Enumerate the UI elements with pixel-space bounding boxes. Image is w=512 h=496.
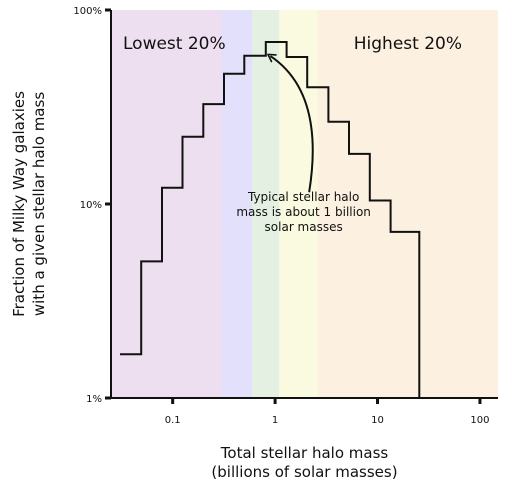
y-tick-label: 100% [73, 6, 102, 17]
band-2 [221, 10, 253, 398]
annotation-line-1: Typical stellar halo [247, 190, 359, 204]
x-axis-label-line-2: (billions of solar masses) [211, 463, 397, 481]
band-3 [252, 10, 280, 398]
y-axis-label-line-2: with a given stellar halo mass [30, 92, 48, 316]
band-5 [317, 10, 498, 398]
x-tick-label: 100 [470, 415, 489, 426]
y-axis-label-line-1: Fraction of Milky Way galaxies [10, 91, 28, 317]
x-axis-label-line-1: Total stellar halo mass [220, 444, 389, 462]
axis-labels: Total stellar halo mass(billions of sola… [10, 91, 398, 481]
band-label-highest: Highest 20% [354, 34, 462, 54]
annotation-line-2: mass is about 1 billion [236, 205, 371, 219]
annotation-arrow [267, 53, 314, 193]
x-tick-label: 0.1 [165, 415, 181, 426]
band-1 [111, 10, 222, 398]
histogram-step-line [120, 41, 421, 398]
axis-ticks: 1% 10% 100% 0.1 1 10 100 [73, 6, 489, 426]
histogram-series [120, 41, 421, 398]
annotation-line-3: solar masses [265, 220, 343, 234]
y-tick-label: 1% [86, 394, 102, 405]
y-tick-label: 10% [80, 200, 102, 211]
x-tick-label: 10 [371, 415, 384, 426]
range-bands [111, 10, 498, 398]
band-4 [279, 10, 318, 398]
band-labels: Lowest 20% Highest 20% [123, 34, 462, 54]
band-label-lowest: Lowest 20% [123, 34, 226, 54]
x-tick-label: 1 [272, 415, 278, 426]
